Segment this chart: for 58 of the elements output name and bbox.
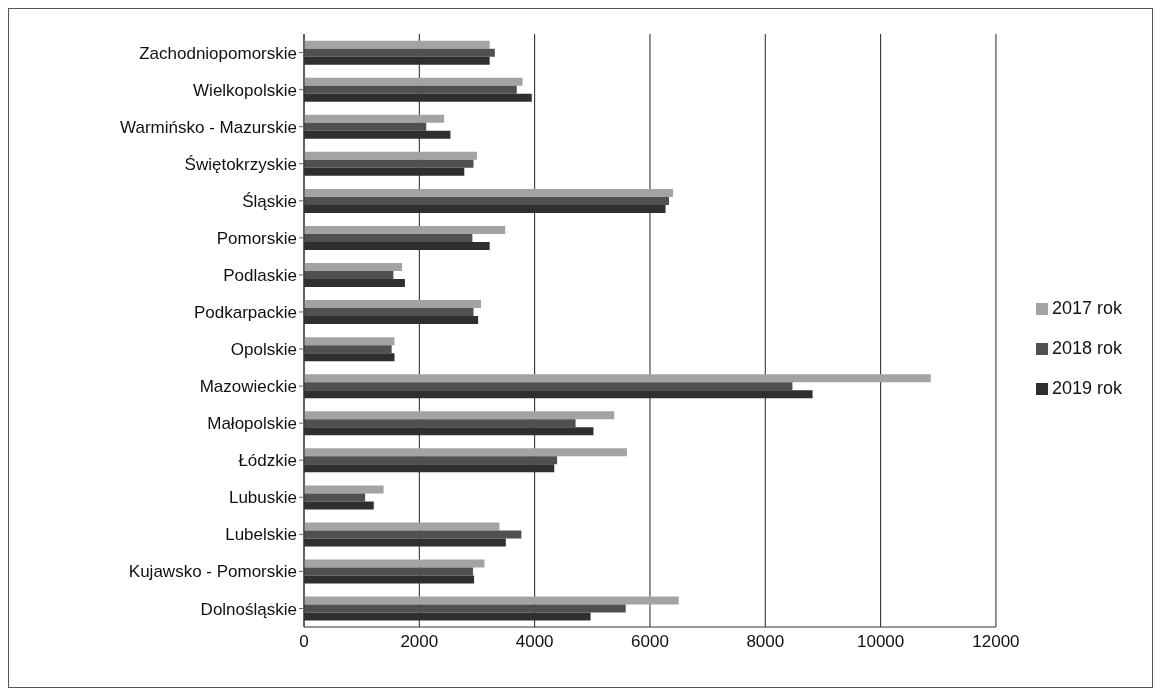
y-tick-label: Dolnośląskie — [200, 599, 297, 619]
bar — [304, 419, 576, 428]
legend-label: 2019 rok — [1051, 378, 1122, 398]
bar — [304, 604, 626, 613]
x-tick-label: 12000 — [972, 632, 1020, 652]
bar — [304, 522, 500, 531]
y-tick-label: Zachodniopomorskie — [139, 43, 297, 63]
bar — [304, 159, 474, 168]
bar — [304, 493, 366, 502]
legend-label: 2018 rok — [1051, 338, 1122, 358]
bar — [304, 263, 403, 272]
bar — [304, 456, 558, 465]
y-tick-label: Kujawsko - Pomorskie — [128, 562, 297, 582]
y-tick-label: Lubuskie — [228, 488, 297, 508]
bar — [304, 382, 793, 391]
bar — [304, 345, 392, 354]
bar — [304, 40, 490, 49]
bar — [304, 233, 473, 242]
y-tick-label: Podlaskie — [223, 265, 297, 285]
y-tick-label: Podkarpackie — [193, 303, 297, 322]
bar — [304, 596, 679, 605]
bar — [304, 300, 482, 309]
y-tick-label: Wielkopolskie — [193, 80, 297, 100]
x-tick-label: 0 — [299, 632, 309, 652]
bar — [304, 337, 395, 346]
y-tick-label: Lubelskie — [225, 525, 297, 545]
x-tick-label: 4000 — [515, 632, 554, 652]
bar — [304, 485, 384, 494]
y-tick-label: Mazowieckie — [199, 377, 297, 397]
bar — [304, 77, 523, 86]
bar — [304, 411, 615, 420]
bar — [304, 151, 477, 160]
y-tick-label: Małopolskie — [207, 414, 297, 434]
bar — [304, 48, 495, 57]
y-tick-label: Opolskie — [230, 340, 297, 360]
legend-label: 2017 rok — [1051, 298, 1122, 318]
bar — [304, 374, 931, 383]
x-tick-label: 6000 — [631, 632, 669, 652]
bar — [304, 225, 506, 234]
bar — [304, 308, 474, 317]
y-tick-label: Śląskie — [242, 191, 297, 211]
bar — [304, 188, 674, 197]
y-tick-label: Świętokrzyskie — [184, 154, 297, 174]
x-tick-label: 2000 — [400, 632, 439, 652]
bar — [304, 530, 522, 539]
y-tick-label: Łódzkie — [238, 451, 297, 471]
bar — [304, 448, 627, 457]
bar — [304, 114, 445, 123]
bar — [304, 271, 394, 280]
bar — [304, 559, 485, 568]
y-tick-label: Warmińsko - Mazurskie — [120, 117, 297, 137]
x-tick-label: 8000 — [746, 632, 785, 652]
x-tick-label: 10000 — [856, 632, 905, 652]
bar — [304, 85, 517, 94]
bar — [304, 196, 669, 205]
bar — [304, 567, 473, 576]
bar — [304, 122, 427, 131]
y-tick-label: Pomorskie — [216, 228, 297, 248]
